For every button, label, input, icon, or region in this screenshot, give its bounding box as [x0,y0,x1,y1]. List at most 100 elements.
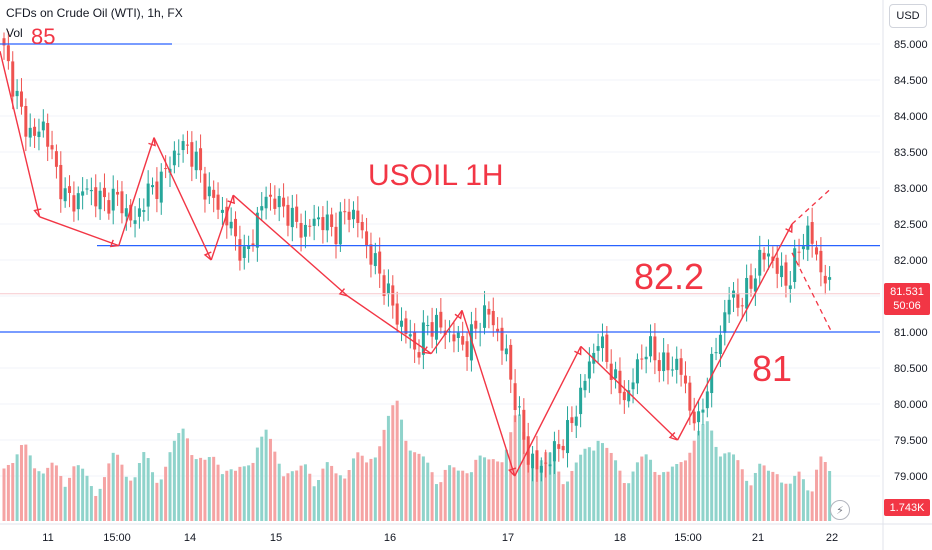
volume-bar [251,462,255,521]
annotation-title: USOIL 1H [368,159,504,192]
volume-bar [142,452,146,521]
volume-bar [185,438,189,521]
volume-bar [574,462,578,521]
candle-body [819,250,823,273]
volume-bar [325,462,329,521]
volume-bar [2,468,6,521]
last-volume-tag: 1.743K [884,499,930,516]
volume-bar [81,468,85,521]
volume-bar [618,470,622,521]
volume-bar [452,467,456,521]
candle-body [312,218,316,226]
volume-bar [627,483,631,521]
price-tick-label: 82.500 [894,219,928,231]
candle-body [670,369,674,371]
volume-bar [500,462,504,521]
projection-line [791,252,833,333]
candle-body [238,239,242,261]
volume-bar [11,463,15,521]
price-tick-label: 85.000 [894,39,928,51]
candle-body [207,186,211,197]
candle-body [6,45,10,62]
candle-body [129,204,133,221]
lightning-icon[interactable]: ⚡ [830,500,850,520]
candle-body [487,308,491,315]
volume-bar [216,464,220,521]
candle-body [286,204,290,226]
candle-body [234,218,238,237]
candle-body [107,200,111,214]
candle-body [618,370,622,394]
candle-body [605,334,609,362]
candle-body [151,185,155,188]
volume-bar [391,405,395,521]
candle-body [54,151,58,167]
candle-body [260,206,264,211]
candle-body [282,197,286,207]
volume-bars [2,400,832,521]
wave-segment [580,345,679,441]
wave-segment [430,309,463,355]
volume-bar [343,478,347,521]
volume-bar [605,447,609,521]
candle-body [828,277,832,280]
volume-bar [596,440,600,521]
currency-button[interactable]: USD [889,4,927,28]
last-price-value: 81.531 [890,286,924,298]
candle-body [701,409,705,413]
volume-bar [54,465,58,521]
candle-body [474,320,478,329]
volume-bar [225,470,229,521]
candle-body [705,391,709,409]
wave-segment [514,346,582,477]
volume-bar [522,432,526,521]
wave-segment [232,194,349,297]
volume-bar [330,465,334,521]
candle-body [395,303,399,325]
volume-bar [365,462,369,521]
volume-bar [548,452,552,521]
candle-body [277,196,281,208]
candle-body [758,249,762,276]
volume-bar [295,470,299,521]
candle-body [509,344,513,380]
candle-body [714,352,718,354]
candle-body [181,141,185,151]
volume-bar [758,463,762,521]
candle-body [614,369,618,379]
volume-bar [491,459,495,521]
candle-body [299,222,303,238]
candle-body [33,126,37,136]
volume-bar [404,440,408,521]
candle-body [583,380,587,391]
candle-body [780,265,784,278]
candle-body [552,441,556,462]
volume-bar [587,447,591,521]
volume-bar [723,453,727,521]
volume-bar [426,462,430,521]
volume-bar [260,436,264,521]
volume-legend: Vol [6,26,23,40]
volume-bar [15,454,19,521]
candle-body [102,187,106,198]
volume-bar [762,465,766,521]
volume-bar [434,484,438,521]
time-tick-label: 17 [502,532,514,544]
candle-body [164,168,168,170]
wave-arrowhead [109,239,119,248]
volume-bar [33,468,37,521]
candle-body [439,311,443,328]
volume-bar [129,480,133,521]
candle-body [81,191,85,196]
candle-body [369,244,373,265]
volume-bar [448,465,452,521]
candle-body [408,334,412,337]
candle-body [426,325,430,327]
candle-body [653,336,657,361]
volume-bar [334,473,338,521]
candle-body [535,450,539,470]
candle-body [522,409,526,440]
volume-bar [220,474,224,521]
candle-body [662,352,666,372]
